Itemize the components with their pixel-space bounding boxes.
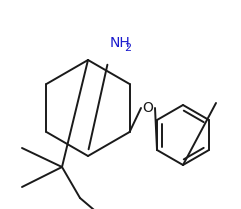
Text: O: O <box>143 101 154 115</box>
Text: NH: NH <box>110 36 131 50</box>
Text: 2: 2 <box>124 43 131 53</box>
